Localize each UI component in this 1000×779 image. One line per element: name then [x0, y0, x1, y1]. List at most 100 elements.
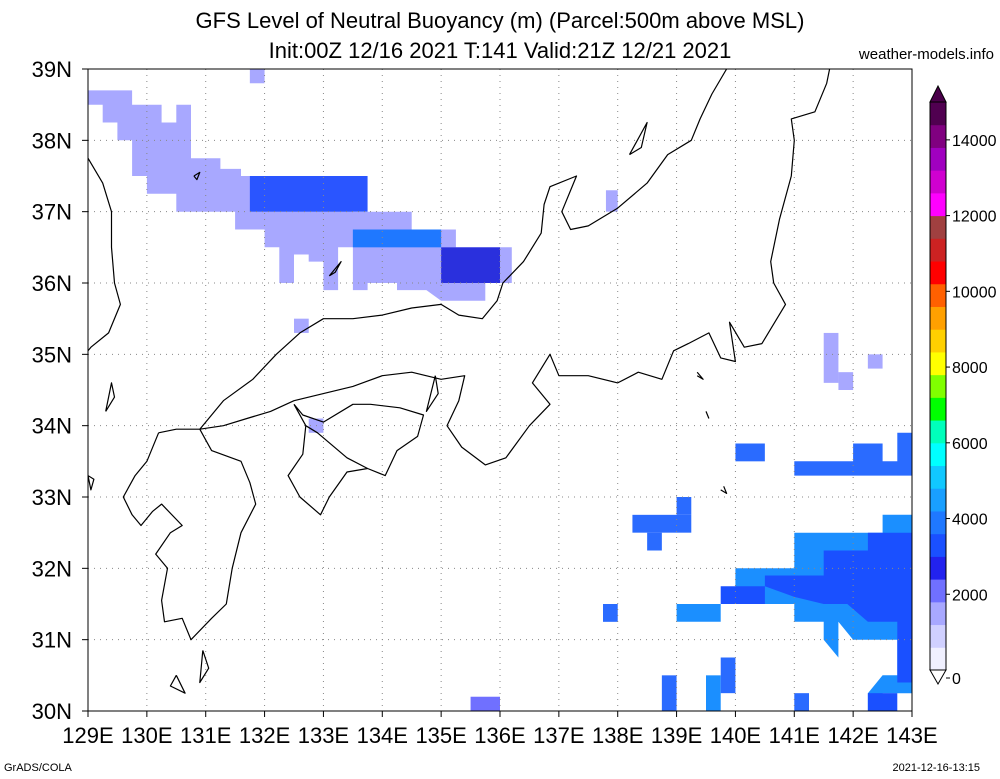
colorbar-swatch	[930, 374, 946, 398]
coast-ulleung	[193, 171, 201, 181]
timestamp-label: 2021-12-16-13:15	[892, 762, 980, 774]
lnb-field	[88, 69, 912, 711]
colorbar-swatch	[930, 147, 946, 171]
colorbar-label: 8000	[952, 360, 988, 377]
y-tick-label: 32N	[32, 556, 72, 581]
field-cell-sado	[605, 190, 618, 212]
coast-oshima	[696, 371, 704, 380]
x-tick-label: 131E	[180, 723, 231, 748]
colorbar-low-arrow	[929, 669, 947, 686]
x-tick-label: 137E	[533, 723, 584, 748]
field-boso-a	[823, 332, 839, 383]
colorbar-swatch	[930, 283, 946, 307]
colorbar-swatch	[930, 102, 946, 126]
colorbar-swatch	[930, 351, 946, 376]
colorbar-swatch	[930, 238, 946, 262]
coast-tanegashima	[199, 650, 210, 684]
x-tick-label: 133E	[298, 723, 349, 748]
y-tick-label: 30N	[32, 699, 72, 724]
field-cell-c4	[794, 693, 809, 711]
x-tick-label: 134E	[357, 723, 408, 748]
field-cell-c3	[720, 657, 736, 694]
field-cell-c1	[661, 675, 677, 711]
coast-miyake	[705, 411, 710, 419]
field-south-cyan	[720, 532, 912, 683]
field-izu-b	[647, 532, 662, 551]
field-izu-d	[603, 604, 618, 622]
x-tick-label: 129E	[62, 723, 113, 748]
colorbar-label: 14000	[952, 133, 997, 150]
x-tick-label: 136E	[474, 723, 525, 748]
coastline	[88, 69, 831, 694]
field-core-east	[441, 247, 500, 283]
x-tick-label: 130E	[121, 723, 172, 748]
colorbar-swatch	[930, 420, 946, 444]
colorbar-swatch	[930, 556, 946, 580]
x-axis: 129E 130E 131E 132E 133E 134E 135E 136E 137E 138E…	[62, 711, 938, 748]
colorbar-label: 12000	[952, 209, 997, 226]
colorbar-label: 4000	[952, 512, 988, 529]
y-tick-label: 36N	[32, 271, 72, 296]
field-boso-b	[838, 372, 854, 390]
y-tick-label: 33N	[32, 485, 72, 510]
field-kii	[470, 696, 500, 711]
colorbar-swatch	[930, 488, 946, 512]
x-tick-label: 142E	[827, 723, 878, 748]
field-cell-c2	[706, 675, 721, 711]
colorbar-swatch	[930, 579, 946, 603]
colorbar-swatch	[930, 124, 946, 148]
coast-honshu-sea	[199, 69, 728, 430]
colorbar-frame	[929, 101, 947, 671]
coast-goto	[88, 475, 95, 491]
colorbar-swatch	[930, 647, 946, 671]
field-cell-north	[249, 69, 265, 84]
colorbar-swatch	[930, 397, 946, 421]
y-tick-label: 39N	[32, 57, 72, 82]
colorbar-label: 0	[952, 671, 961, 688]
coast-sado	[628, 121, 648, 156]
colorbar-swatch	[930, 261, 946, 285]
colorbar-label: 6000	[952, 436, 988, 453]
x-tick-label: 138E	[592, 723, 643, 748]
x-tick-label: 139E	[651, 723, 702, 748]
credit-label: GrADS/COLA	[4, 762, 72, 774]
field-cell-hachijo	[735, 443, 765, 462]
x-tick-label: 141E	[769, 723, 820, 748]
x-tick-label: 135E	[415, 723, 466, 748]
colorbar-swatch	[930, 465, 946, 489]
field-core-mid	[352, 229, 442, 248]
y-tick-label: 34N	[32, 414, 72, 439]
x-tick-label: 143E	[886, 723, 937, 748]
chart-title: GFS Level of Neutral Buoyancy (m) (Parce…	[195, 8, 805, 33]
site-label: weather-models.info	[858, 46, 994, 63]
colorbar-swatch	[930, 624, 946, 648]
field-boso-c	[867, 354, 883, 369]
colorbar-label: 2000	[952, 587, 988, 604]
coast-hachijojima	[720, 486, 728, 494]
colorbar: 0 2000 4000 6000 8000 10000 12000 14000	[929, 84, 997, 688]
field-izu-a	[632, 514, 692, 533]
coast-kyushu	[122, 428, 257, 641]
y-tick-label: 35N	[32, 342, 72, 367]
field-core-north	[249, 176, 368, 212]
colorbar-swatch	[930, 329, 946, 353]
colorbar-swatch	[930, 442, 946, 467]
x-tick-label: 132E	[239, 723, 290, 748]
coast-tsushima	[105, 382, 116, 412]
colorbar-swatch	[930, 533, 946, 557]
y-tick-label: 38N	[32, 128, 72, 153]
coast-yakushima	[169, 675, 186, 694]
x-tick-label: 140E	[710, 723, 761, 748]
y-axis: 30N 31N 32N 33N 34N 35N 36N 37N 38N 39N	[32, 57, 88, 724]
colorbar-label: 10000	[952, 284, 997, 301]
coast-korea	[88, 157, 121, 352]
colorbar-swatch	[930, 215, 946, 239]
coast-oki	[328, 261, 342, 277]
colorbar-swatch	[930, 306, 946, 330]
colorbar-swatch	[930, 170, 946, 194]
colorbar-swatch	[930, 192, 946, 217]
field-cell-oki	[294, 318, 309, 333]
chart-subtitle: Init:00Z 12/16 2021 T:141 Valid:21Z 12/2…	[268, 38, 732, 63]
field-cell-c5	[867, 693, 898, 711]
field-izu-c	[676, 497, 692, 515]
